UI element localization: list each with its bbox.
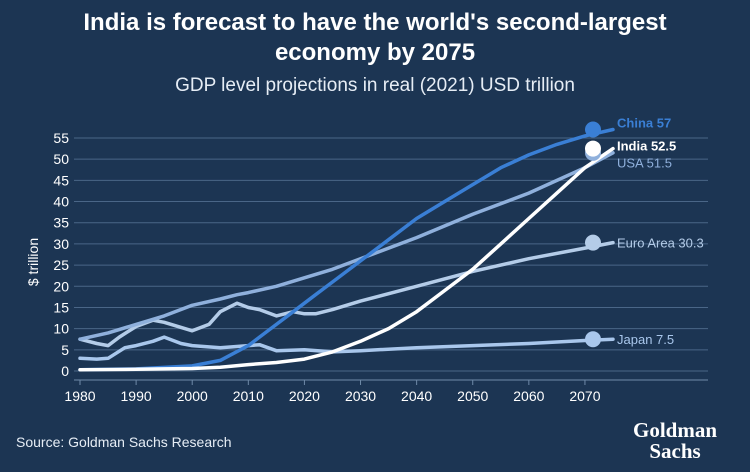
x-tick-label: 1990 (121, 388, 152, 404)
series-label-usa: USA 51.5 (617, 155, 672, 170)
y-tick-label: 0 (61, 363, 69, 379)
series-lines (78, 127, 615, 372)
y-tick-label: 35 (53, 215, 69, 231)
title-line-1: India is forecast to have the world's se… (83, 9, 667, 36)
x-tick-label: 2030 (345, 388, 376, 404)
x-tick-label: 2010 (233, 388, 264, 404)
series-label-euro-area: Euro Area 30.3 (617, 236, 704, 251)
x-tick-label: 2060 (513, 388, 544, 404)
y-tick-label: 15 (53, 299, 69, 315)
y-tick-labels: 0 5 10 15 20 25 30 35 40 45 50 55 (53, 130, 69, 379)
y-tick-label: 10 (53, 321, 69, 337)
series-label-china: China 57 (617, 116, 671, 131)
source-note: Source: Goldman Sachs Research (16, 434, 232, 450)
chart-subtitle: GDP level projections in real (2021) USD… (175, 75, 575, 96)
series-line-china (78, 127, 615, 372)
x-tick-label: 2050 (457, 388, 488, 404)
end-marker-india (585, 140, 601, 157)
y-tick-label: 50 (53, 151, 69, 167)
y-tick-label: 5 (61, 342, 69, 358)
series-label-india: India 52.5 (617, 139, 676, 154)
goldman-sachs-logo: Goldman Sachs (615, 420, 735, 462)
y-tick-label: 30 (53, 236, 69, 252)
y-axis-label: $ trillion (25, 238, 41, 286)
chart-title: India is forecast to have the world's se… (0, 8, 750, 68)
x-tick-label: 2070 (569, 388, 600, 404)
series-line-euro-area (78, 240, 615, 348)
logo-line-2: Sachs (649, 439, 701, 463)
x-tick-labels: 1980 1990 2000 2010 2020 2030 2040 2050 2060 2070 (64, 379, 708, 404)
y-tick-label: 20 (53, 278, 69, 294)
series-label-japan: Japan 7.5 (617, 332, 674, 347)
y-tick-label: 40 (53, 194, 69, 210)
x-tick-label: 1980 (64, 388, 95, 404)
x-tick-label: 2020 (289, 388, 320, 404)
title-line-2: economy by 2075 (274, 39, 476, 66)
series-line-usa (78, 151, 615, 341)
x-tick-label: 2000 (177, 388, 208, 404)
y-tick-label: 45 (53, 172, 69, 188)
series-line-india (78, 146, 615, 372)
end-marker-euro-area (585, 234, 601, 251)
logo-line-1: Goldman (632, 418, 718, 442)
gridlines (74, 137, 708, 372)
y-tick-label: 55 (53, 130, 69, 146)
end-marker-china (585, 121, 601, 138)
end-marker-japan (585, 331, 601, 348)
x-tick-label: 2040 (401, 388, 432, 404)
y-tick-label: 25 (53, 257, 69, 273)
